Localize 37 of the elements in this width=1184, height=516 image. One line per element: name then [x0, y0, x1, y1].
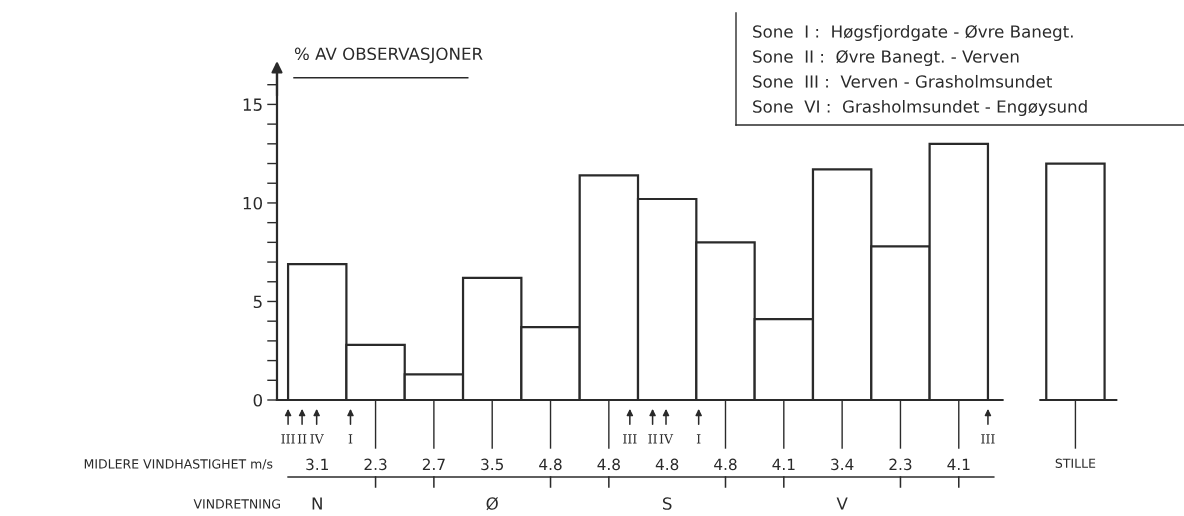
x-tick-label: 3.1 — [306, 458, 328, 471]
x-tick-label: 4.1 — [772, 458, 795, 470]
x-tick-label: 3.5 — [481, 458, 504, 471]
annotation: Sone III : Verven - Grasholmsundet — [753, 74, 1053, 88]
y-tick-label: 0 — [253, 393, 262, 407]
x-tick-label: 2.3 — [889, 458, 912, 471]
y-tick-label: 5 — [253, 295, 262, 309]
text: I — [348, 434, 353, 444]
x-tick-label: 2.3 — [364, 458, 387, 471]
text: III — [981, 434, 995, 444]
text: II — [648, 434, 657, 444]
x-tick-label: 2.7 — [422, 458, 445, 470]
x-tick-label: 4.8 — [655, 458, 679, 471]
x-tick-label: 4.8 — [539, 458, 562, 471]
annotation: Sone II : Øvre Banegt. - Verven — [753, 49, 1019, 67]
text: IV — [310, 434, 324, 444]
text: II — [297, 434, 307, 444]
text: Sone I : Høgsfjordgate - Øvre Banegt. — [753, 24, 1073, 42]
text: S — [662, 497, 672, 510]
y-tick-label: 15 — [243, 98, 262, 111]
text: VINDRETNING — [193, 499, 280, 509]
x-tick-label: 4.8 — [714, 458, 737, 471]
text: III — [623, 434, 637, 444]
x-tick-label: 3.4 — [831, 458, 854, 471]
annotation: Sone VI : Grasholmsundet - Engøysund — [753, 99, 1087, 117]
y-tick-label: 10 — [243, 196, 262, 210]
text: IV — [659, 434, 674, 444]
text: MIDLERE VINDHASTIGHET m/s — [84, 459, 273, 470]
text: Ø — [486, 496, 498, 511]
text: V — [836, 497, 848, 510]
x-tick-label: 4.1 — [947, 458, 970, 470]
text: III — [281, 434, 295, 444]
x-tick-label: STILLE — [1055, 458, 1096, 469]
text: I — [696, 434, 701, 444]
x-tick-label: 4.8 — [597, 458, 620, 471]
text: N — [312, 497, 322, 510]
y-axis-title: % AV OBSERVASJONER — [294, 47, 483, 64]
